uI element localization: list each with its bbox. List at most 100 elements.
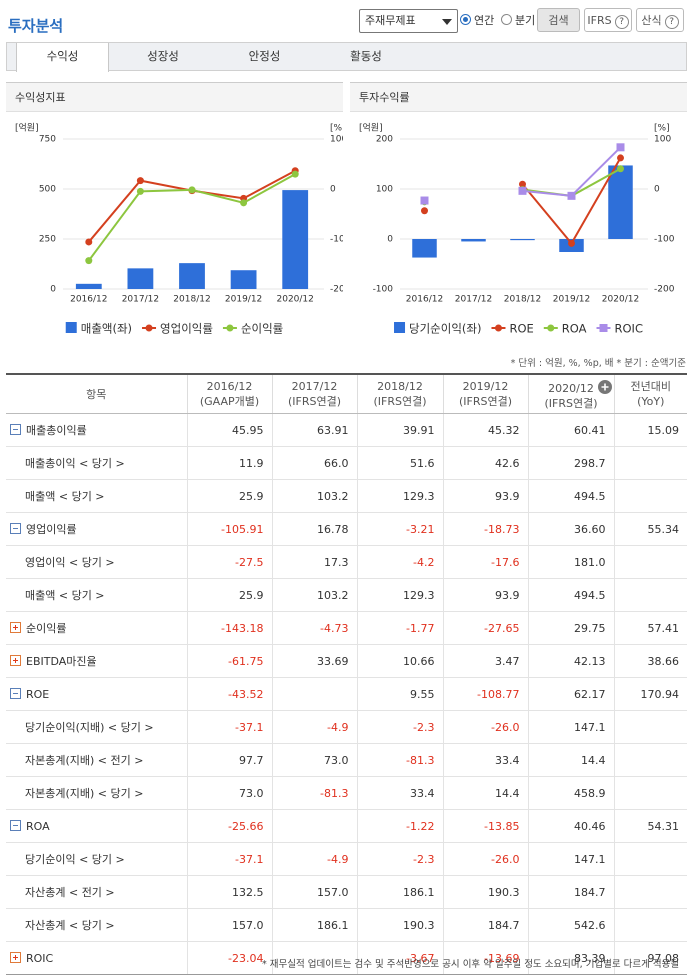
toggle-icon[interactable]	[10, 424, 21, 435]
value-cell: 129.3	[356, 578, 443, 612]
radio-dot	[501, 14, 512, 25]
tab[interactable]: 성장성	[147, 49, 179, 63]
y2-tick-label: -200	[654, 285, 675, 295]
value-cell	[613, 776, 687, 810]
x-tick-label: 2016/12	[70, 295, 107, 305]
bar	[230, 270, 257, 289]
value-cell: -2.3	[356, 842, 443, 876]
radio-dot	[460, 14, 471, 25]
value-cell	[613, 545, 687, 579]
button-label: 검색	[548, 14, 569, 27]
ifrs-button[interactable]: IFRS?	[584, 8, 632, 32]
table-row: ROIC -23.04 -3.67 -13.69 83.39 97.08	[6, 941, 687, 975]
marker	[136, 187, 144, 195]
value-cell: -81.3	[271, 776, 357, 810]
column-period: 2018/12	[377, 380, 423, 393]
y-tick-label: 500	[39, 185, 56, 195]
value-cell: 494.5	[527, 578, 614, 612]
tab[interactable]: 활동성	[350, 49, 382, 63]
row-label: 자산총계 < 당기 >	[25, 919, 115, 932]
value-cell: 40.46	[527, 809, 614, 843]
value-cell: 186.1	[271, 908, 357, 942]
column-period: 2020/12	[530, 378, 613, 396]
toggle-icon[interactable]	[10, 622, 21, 633]
line	[521, 157, 622, 246]
tab[interactable]: 수익성	[16, 43, 109, 72]
row-label: EBITDA마진율	[26, 655, 97, 668]
legend-marker	[547, 324, 555, 332]
table-row: EBITDA마진율 -61.75 33.69 10.66 3.47 42.13 38.66	[6, 644, 687, 678]
row-label: 매출액 < 당기 >	[25, 589, 105, 602]
value-cell: -13.85	[442, 809, 528, 843]
legend-marker	[599, 324, 608, 332]
table-row: 당기순이익(지배) < 당기 > -37.1 -4.9 -2.3 -26.0 147.1	[6, 710, 687, 744]
row-label: 매출총이익률	[26, 424, 87, 437]
value-cell: -37.1	[186, 842, 272, 876]
table-row: 영업이익률 -105.91 16.78 -3.21 -18.73 36.60 55.34	[6, 512, 687, 546]
value-cell: 9.55	[356, 677, 443, 711]
column-basis: (IFRS연결)	[458, 395, 513, 408]
bar	[75, 283, 102, 289]
value-cell: 103.2	[271, 479, 357, 513]
panel-title: 수익성지표	[6, 83, 343, 112]
x-tick-label: 2019/12	[225, 295, 262, 305]
y-tick-label: 0	[387, 235, 393, 245]
value-cell: -143.18	[186, 611, 272, 645]
value-cell: -1.77	[356, 611, 443, 645]
value-cell: 33.4	[442, 743, 528, 777]
toggle-icon[interactable]	[10, 523, 21, 534]
radio-annual[interactable]: 연간	[460, 12, 494, 30]
formula-button[interactable]: 산식?	[636, 8, 684, 32]
value-cell: 170.94	[613, 677, 687, 711]
marker	[421, 207, 428, 215]
toggle-icon[interactable]	[10, 687, 21, 699]
row-label-cell: ROA	[6, 809, 187, 843]
value-cell: -27.5	[186, 545, 272, 579]
value-cell: -81.3	[356, 743, 443, 777]
tab-bar: 수익성 성장성 안정성 활동성	[6, 42, 687, 72]
row-label: 순이익률	[26, 622, 67, 635]
value-cell	[271, 809, 357, 843]
table-row: 자산총계 < 당기 > 157.0 186.1 190.3 184.7 542.6	[6, 908, 687, 942]
toggle-icon[interactable]	[10, 951, 21, 963]
unit-note: * 단위 : 억원, %, %p, 배 * 분기 : 순액기준	[510, 358, 686, 369]
marker	[136, 177, 144, 185]
table-row: 자산총계 < 전기 > 132.5 157.0 186.1 190.3 184.7	[6, 875, 687, 909]
toggle-icon[interactable]	[10, 819, 21, 831]
value-cell: 93.9	[442, 578, 528, 612]
value-cell: -108.77	[442, 677, 528, 711]
value-cell: 73.0	[186, 776, 272, 810]
expand-icon[interactable]	[597, 379, 612, 394]
value-cell: -3.21	[356, 512, 443, 546]
value-cell	[613, 578, 687, 612]
legend-swatch	[65, 322, 77, 333]
bar	[608, 165, 633, 239]
help-icon: ?	[614, 15, 629, 29]
table-row: 매출액 < 당기 > 25.9 103.2 129.3 93.9 494.5	[6, 578, 687, 612]
value-cell: 55.34	[613, 512, 687, 546]
bar	[179, 263, 205, 289]
radio-label: 분기	[515, 14, 536, 27]
value-cell: -4.2	[356, 545, 443, 579]
marker	[85, 257, 93, 265]
legend-label: 영업이익률	[160, 322, 213, 336]
search-button[interactable]: 검색	[537, 8, 580, 32]
y-unit: [억원]	[15, 122, 39, 134]
value-cell	[613, 842, 687, 876]
radio-quarter[interactable]: 분기	[501, 12, 535, 30]
statement-select[interactable]: 주재무제표	[359, 9, 458, 33]
x-tick-label: 2017/12	[455, 295, 492, 305]
row-label: 자산총계 < 전기 >	[25, 886, 115, 899]
marker	[420, 196, 429, 205]
tab[interactable]: 안정성	[248, 49, 281, 63]
row-label-cell: 매출총이익 < 당기 >	[6, 446, 187, 480]
x-tick-label: 2017/12	[122, 295, 159, 305]
row-label-cell: 당기순이익(지배) < 당기 >	[6, 710, 187, 744]
value-cell: 29.75	[527, 611, 614, 645]
column-basis: (IFRS연결)	[373, 395, 427, 408]
column-header: 전년대비 (YoY)	[613, 373, 687, 414]
value-cell: 62.17	[527, 677, 614, 711]
value-cell: 494.5	[527, 479, 614, 513]
toggle-icon[interactable]	[10, 655, 21, 666]
value-cell: 16.78	[271, 512, 357, 546]
